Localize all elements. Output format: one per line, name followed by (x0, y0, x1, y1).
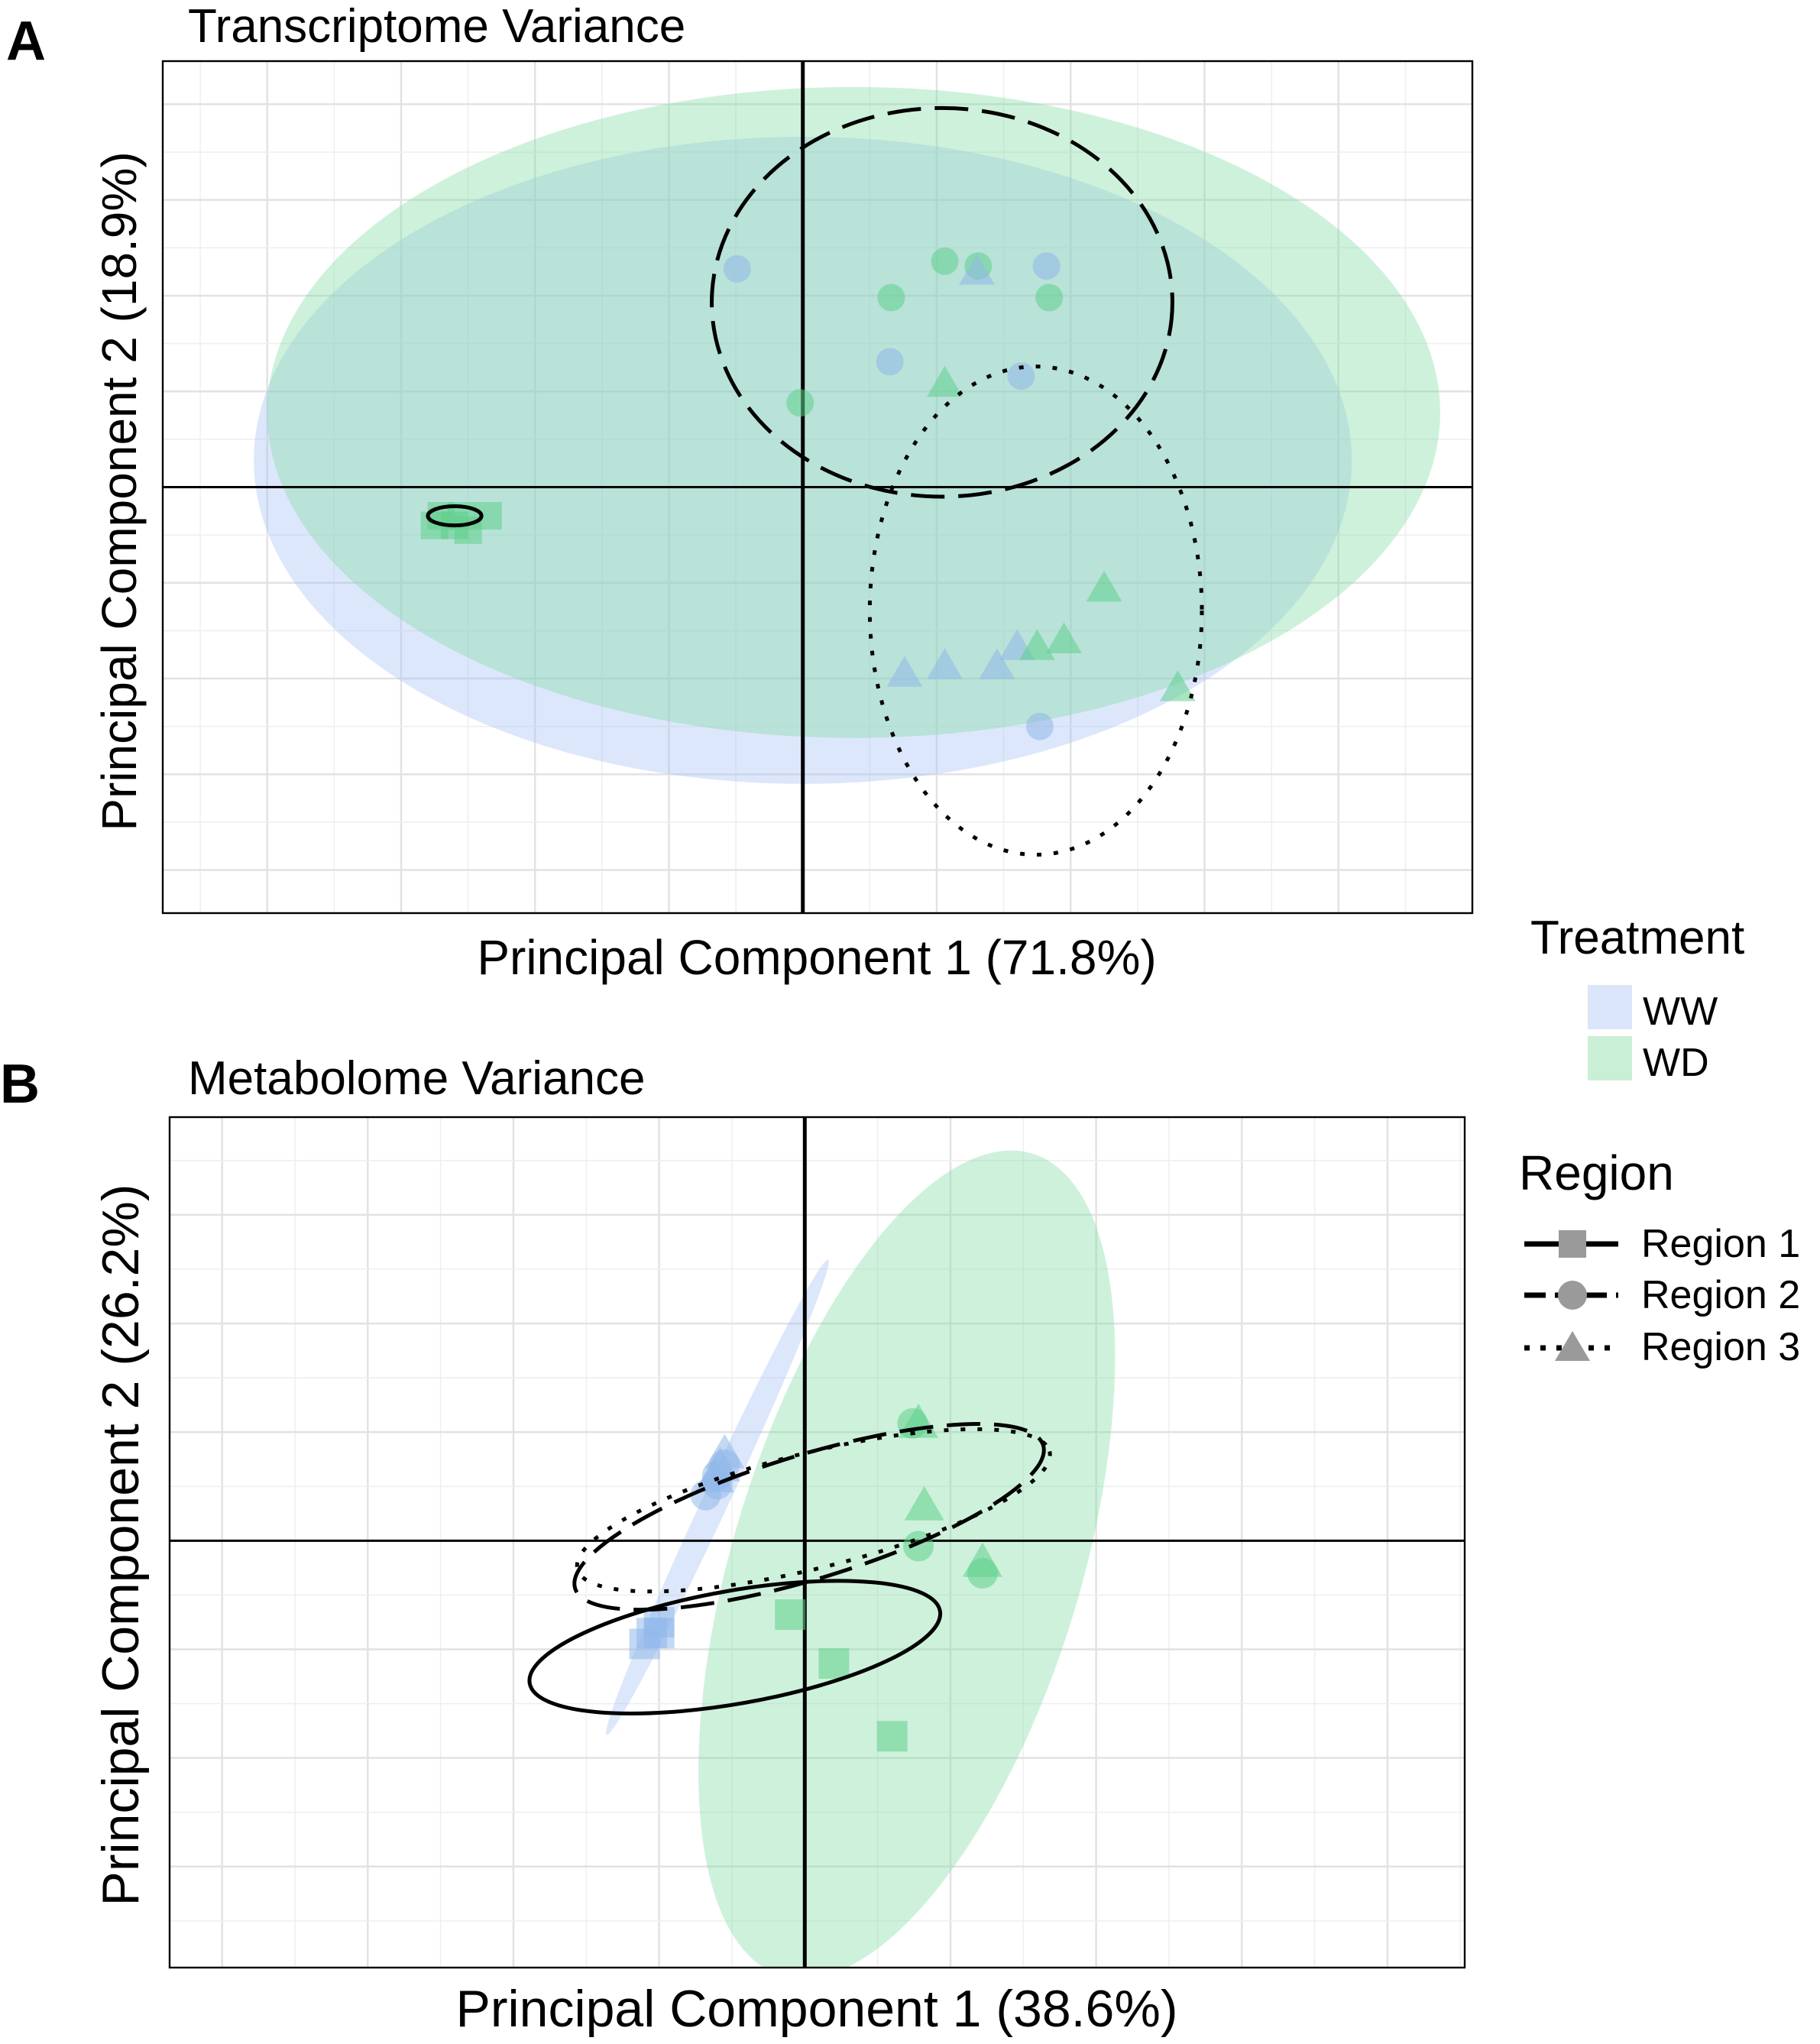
legend-region-2-label: Region 2 (1641, 1273, 1800, 1317)
legend-treatment-title: Treatment (1530, 912, 1744, 964)
region-ellipse-1 (426, 504, 484, 528)
point-circle-ww (876, 348, 904, 376)
region-ellipse-3 (867, 364, 1204, 857)
legend-region-1-key (1524, 1230, 1618, 1258)
legend-region-3-label: Region 3 (1641, 1325, 1800, 1369)
panel-letter-b: B (0, 1054, 40, 1115)
region-ellipse-1 (527, 1579, 943, 1716)
treatment-ellipse-wd (698, 1150, 1116, 1968)
plot-border (161, 60, 1474, 915)
point-circle-ww (723, 254, 751, 283)
point-square-wd (818, 1647, 850, 1679)
plot-border (168, 1116, 1466, 1969)
point-triangle-ww (959, 254, 995, 285)
legend-wd-swatch (1588, 1036, 1632, 1080)
legend-wd-label: WD (1643, 1041, 1709, 1085)
point-triangle-wd (1018, 629, 1055, 660)
panel-a-plot (161, 60, 1474, 915)
grid (170, 1117, 1465, 1968)
legend-ww-swatch (1588, 985, 1632, 1029)
point-triangle-wd (1086, 570, 1122, 602)
panel-b-title: Metabolome Variance (188, 1052, 646, 1105)
point-triangle-wd (1160, 670, 1196, 701)
plot-background (170, 1117, 1465, 1968)
legend-region-title: Region (1519, 1145, 1674, 1200)
point-triangle-ww (979, 648, 1015, 679)
point-triangle-wd (904, 1485, 944, 1521)
point-circle-ww (1025, 712, 1054, 740)
treatment-ellipse-wd (267, 86, 1440, 738)
region-ellipse-2 (572, 1422, 1046, 1612)
point-circle-wd (786, 389, 814, 417)
point-square-wd (775, 1599, 806, 1631)
point-square-ww (636, 1618, 668, 1649)
point-circle-wd (1035, 283, 1064, 312)
legend-region-1-label: Region 1 (1641, 1222, 1800, 1266)
point-circle-wd (931, 247, 959, 275)
panel-a-xlabel: Principal Component 1 (71.8%) (477, 930, 1156, 985)
panel-b-xlabel: Principal Component 1 (38.6%) (456, 1980, 1178, 2038)
point-circle-ww (1032, 252, 1061, 280)
legend-region-3-key (1524, 1331, 1618, 1361)
panel-letter-a: A (6, 11, 46, 72)
legend-ww-label: WW (1643, 990, 1718, 1034)
point-triangle-wd (927, 365, 963, 397)
point-circle-ww (1007, 362, 1035, 390)
region-ellipse-2 (710, 105, 1174, 499)
panel-a-title: Transcriptome Variance (188, 0, 685, 53)
legend-region-2-key (1524, 1281, 1618, 1310)
point-triangle-wd (1046, 622, 1082, 653)
point-square-wd (876, 1721, 908, 1752)
panel-a-ylabel: Principal Component 2 (18.9%) (92, 151, 147, 831)
point-triangle-wd (962, 1542, 1002, 1577)
point-triangle-ww (927, 648, 963, 679)
panel-b-ylabel: Principal Component 2 (26.2%) (92, 1184, 150, 1906)
point-triangle-ww (886, 656, 923, 687)
panel-b-plot (168, 1116, 1466, 1969)
point-circle-wd (877, 283, 905, 312)
